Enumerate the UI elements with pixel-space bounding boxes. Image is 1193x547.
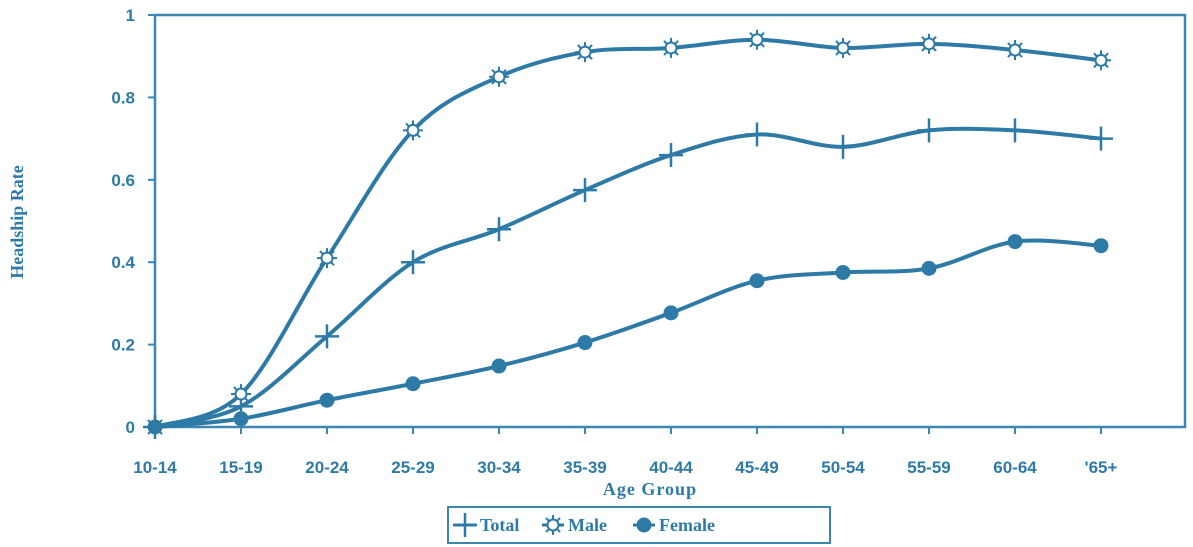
legend-label: Male	[568, 515, 607, 535]
y-tick-label: 0.2	[111, 336, 135, 355]
legend-item-total: Total	[453, 513, 519, 537]
data-point-total	[917, 118, 941, 143]
data-point-female	[147, 419, 163, 435]
data-point-male	[403, 120, 423, 141]
data-point-female	[1093, 238, 1109, 254]
x-axis: 10-14 15-19 20-24 25-29 30-34 35-39 40-44 45-49…	[133, 427, 1118, 477]
data-point-male	[661, 37, 681, 58]
data-point-total	[831, 134, 855, 159]
data-point-male	[489, 66, 509, 87]
legend-label: Female	[659, 515, 715, 535]
series-layer	[143, 29, 1113, 439]
y-tick-label: 1	[126, 6, 135, 25]
data-point-male	[1005, 40, 1025, 61]
series-total	[143, 118, 1113, 439]
circle-icon	[636, 517, 652, 533]
data-point-female	[749, 273, 765, 289]
series-line-female	[153, 238, 1103, 429]
y-axis-title: Headship Rate	[7, 165, 27, 279]
data-point-male	[575, 42, 595, 63]
data-point-total	[401, 250, 425, 275]
legend-label: Total	[480, 515, 519, 535]
x-tick-label: 35-39	[563, 458, 606, 477]
x-tick-label: 40-44	[649, 458, 693, 477]
x-tick-label: 20-24	[305, 458, 349, 477]
series-line-total	[153, 126, 1103, 429]
legend-item-male: Male	[542, 515, 607, 535]
y-axis: 0 0.2 0.4 0.6 0.8 1	[111, 6, 155, 437]
data-point-male	[747, 29, 767, 50]
legend-box	[447, 506, 831, 544]
data-point-total	[1089, 126, 1113, 151]
legend-item-female: Female	[633, 515, 715, 535]
series-line-male	[153, 37, 1103, 429]
data-point-total	[315, 324, 339, 349]
plot-area	[153, 13, 1187, 429]
y-tick-label: 0	[126, 418, 135, 437]
data-point-female	[835, 265, 851, 280]
data-point-male	[919, 33, 939, 54]
x-tick-label: 50-54	[821, 458, 865, 477]
plus-icon	[453, 513, 477, 537]
data-point-female	[233, 411, 249, 427]
data-point-female	[491, 358, 507, 374]
data-point-total	[745, 122, 769, 147]
x-tick-label: 55-59	[907, 458, 950, 477]
data-point-female	[1007, 234, 1023, 250]
data-point-total	[487, 217, 511, 242]
data-point-female	[921, 260, 937, 276]
x-tick-label: 45-49	[735, 458, 778, 477]
legend: Total Male Female	[447, 506, 831, 544]
data-point-total	[1003, 118, 1027, 143]
data-point-female	[577, 335, 593, 351]
data-point-male	[1091, 50, 1111, 71]
y-tick-label: 0.6	[111, 171, 135, 190]
data-point-total	[573, 178, 597, 203]
x-tick-label: '65+	[1085, 458, 1118, 477]
data-point-female	[663, 305, 679, 321]
x-tick-label: 15-19	[219, 458, 262, 477]
data-point-male	[231, 384, 251, 405]
data-point-female	[405, 376, 421, 392]
y-tick-label: 0.4	[111, 253, 135, 272]
sun-icon	[543, 515, 563, 535]
x-tick-label: 10-14	[133, 458, 177, 477]
x-tick-label: 60-64	[993, 458, 1037, 477]
y-tick-label: 0.8	[111, 88, 135, 107]
series-female	[147, 234, 1109, 435]
series-male	[145, 29, 1111, 437]
x-tick-label: 25-29	[391, 458, 434, 477]
x-tick-label: 30-34	[477, 458, 521, 477]
data-point-male	[317, 248, 337, 269]
data-point-male	[833, 37, 853, 58]
x-axis-title: Age Group	[603, 479, 697, 499]
data-point-female	[319, 392, 335, 408]
data-point-total	[659, 143, 683, 168]
